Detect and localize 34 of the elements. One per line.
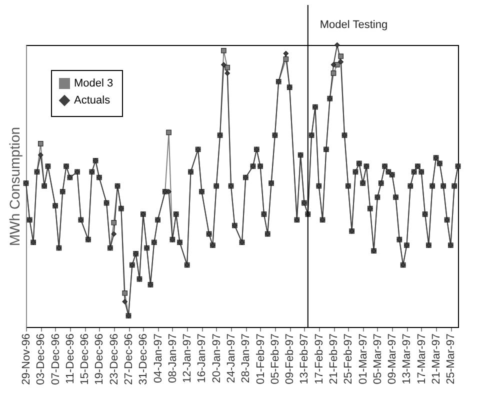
x-tick-label: 28-Jan-97 [240, 334, 252, 384]
x-tick-label: 05-Mar-97 [372, 334, 384, 384]
x-tick-label: 09-Mar-97 [386, 334, 399, 384]
x-tick-label: 19-Dec-96 [94, 334, 106, 385]
x-tick-label: 09-Feb-97 [284, 334, 296, 384]
x-tick-label: 25-Feb-97 [342, 334, 355, 384]
x-tick-label: 05-Feb-97 [269, 334, 282, 384]
x-tick-label: 11-Dec-96 [64, 334, 76, 384]
x-tick-label: 20-Jan-97 [210, 334, 223, 384]
x-tick-label: 23-Dec-96 [108, 334, 120, 385]
y-axis-title: MWh Consumption [6, 126, 22, 246]
x-tick-label: 31-Dec-96 [138, 334, 150, 385]
ref-line-label: Model Testing [320, 19, 388, 31]
x-tick-label: 24-Jan-97 [226, 334, 238, 384]
x-tick-label: 27-Dec-96 [123, 334, 136, 385]
x-tick-label: 29-Nov-96 [20, 334, 32, 385]
x-tick-label: 08-Jan-97 [166, 334, 179, 384]
x-tick-label: 07-Dec-96 [50, 334, 62, 385]
x-tick-label: 12-Jan-97 [182, 334, 194, 384]
x-tick-label: 13-Mar-97 [401, 334, 414, 384]
x-tick-label: 21-Feb-97 [328, 334, 340, 384]
x-tick-label: 15-Dec-96 [79, 334, 92, 385]
legend-label: Actuals [74, 94, 111, 106]
legend-label: Model 3 [74, 78, 114, 90]
x-tick-label: 25-Mar-97 [445, 334, 458, 384]
x-tick-label: 01-Feb-97 [254, 334, 267, 384]
x-tick-label: 04-Jan-97 [152, 334, 164, 384]
x-tick-label: 13-Feb-97 [298, 334, 311, 384]
x-tick-label: 16-Jan-97 [196, 334, 208, 384]
x-tick-label: 17-Mar-97 [416, 334, 428, 384]
x-tick-label: 01-Mar-97 [357, 334, 370, 384]
x-tick-label: 21-Mar-97 [430, 334, 443, 384]
x-tick-label: 03-Dec-96 [35, 334, 48, 385]
x-tick-label: 17-Feb-97 [313, 334, 326, 384]
